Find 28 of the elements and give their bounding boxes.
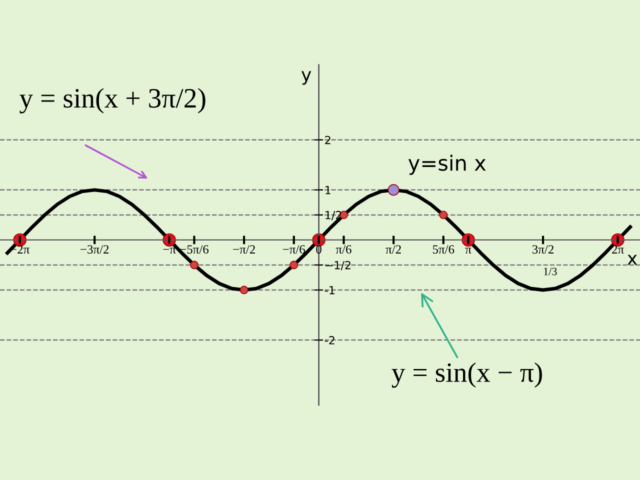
annotation: y = sin(x + 3π/2) — [20, 88, 206, 114]
x-tick-label: π — [465, 248, 472, 254]
y-tick-label: -1 — [324, 286, 334, 294]
annotation: y=sin x — [408, 154, 486, 175]
y-tick-label: -2 — [324, 336, 334, 344]
x-tick-label: π/2 — [386, 245, 401, 254]
x-tick-label: −2π — [10, 245, 30, 254]
x-axis-title: x — [627, 254, 638, 265]
point — [439, 210, 448, 220]
annotation: y = sin(x − π) — [392, 362, 542, 388]
y-axis-title: y — [302, 71, 312, 85]
x-tick-label: −3π/2 — [80, 245, 109, 254]
x-tick-label: −π/2 — [233, 245, 255, 254]
x-tick-label: −π/6 — [282, 245, 306, 254]
y-tick-label: −1/2 — [326, 260, 350, 270]
x-tick-label: 5π/6 — [432, 245, 454, 254]
x-tick-label: −5π/6 — [180, 245, 209, 254]
point — [240, 286, 248, 294]
x-tick-label: −π — [163, 248, 176, 254]
x-tick-label: 2π — [612, 245, 624, 254]
y-tick-label: 2 — [325, 136, 330, 144]
annotation: 1/3 — [544, 268, 557, 276]
point — [190, 260, 198, 270]
point — [290, 260, 298, 270]
x-tick-label: π/6 — [336, 245, 352, 254]
point — [388, 184, 400, 196]
x-tick-label: 3π/2 — [532, 245, 554, 254]
y-tick-label: 1 — [326, 186, 330, 194]
